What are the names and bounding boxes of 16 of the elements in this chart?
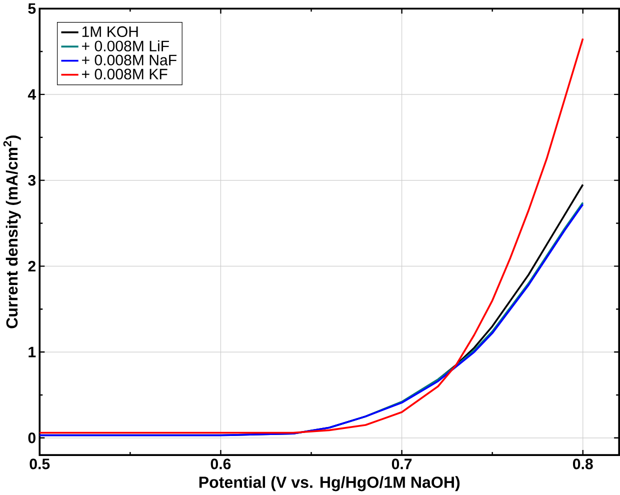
y-tick-label: 1 bbox=[28, 347, 36, 358]
x-tick-label: 0.7 bbox=[392, 458, 412, 470]
legend-label: + 0.008M NaF bbox=[82, 54, 176, 66]
y-tick-label: 3 bbox=[28, 175, 36, 186]
x-tick-label: 0.6 bbox=[210, 458, 231, 470]
y-tick-label: 4 bbox=[28, 89, 36, 100]
x-tick-label: 0.8 bbox=[573, 458, 593, 470]
x-tick-label: 0.5 bbox=[30, 458, 50, 470]
y-tick-label: 2 bbox=[28, 261, 36, 272]
y-tick-label: 5 bbox=[28, 4, 36, 14]
y-axis-title: Current density (mA/cm$^{2}$) bbox=[3, 136, 21, 328]
x-axis-title: Potential (V vs. Hg/HgO/1M NaOH) bbox=[199, 476, 460, 492]
legend-label: + 0.008M KF bbox=[82, 68, 168, 80]
legend-label: 1M KOH bbox=[82, 26, 138, 38]
legend-label: + 0.008M LiF bbox=[82, 40, 169, 52]
y-tick-label: 0 bbox=[28, 432, 36, 444]
